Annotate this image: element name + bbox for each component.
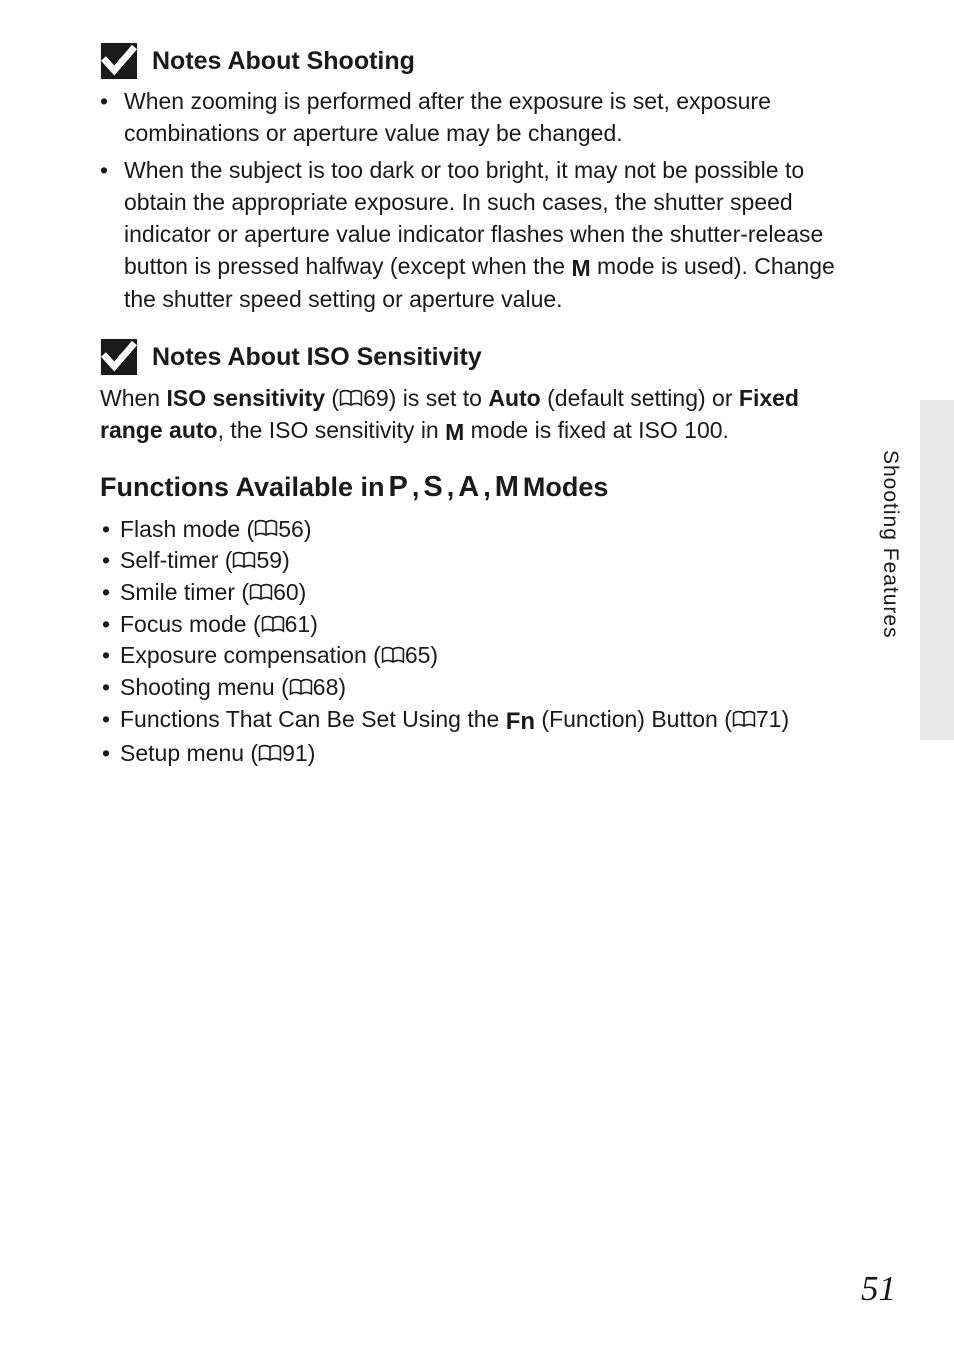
- functions-list: Flash mode (56)Self-timer (59)Smile time…: [100, 514, 840, 770]
- function-list-item: Setup menu (91): [120, 738, 840, 770]
- page-ref: 59: [256, 547, 282, 573]
- page-ref-icon: [261, 615, 285, 634]
- page-ref: 61: [285, 611, 311, 637]
- bullet-dot: •: [100, 155, 118, 316]
- function-list-item: Shooting menu (68): [120, 672, 840, 704]
- page-ref: 91: [282, 740, 308, 766]
- mode-m-icon: M: [495, 471, 519, 504]
- page-ref-icon: [289, 678, 313, 697]
- notes-iso-heading: Notes About ISO Sensitivity: [100, 338, 840, 376]
- page-ref: 56: [278, 516, 304, 542]
- comma: ,: [412, 472, 420, 503]
- mode-m-icon: M: [445, 419, 464, 445]
- function-list-item: Functions That Can Be Set Using the Fn (…: [120, 704, 840, 738]
- page-ref-icon: [258, 744, 282, 763]
- page-ref-icon: [339, 389, 363, 408]
- comma: ,: [447, 472, 455, 503]
- functions-heading-post: Modes: [523, 472, 609, 503]
- notes-iso-body: When ISO sensitivity (69) is set to Auto…: [100, 382, 840, 448]
- function-label: Setup menu: [120, 740, 244, 766]
- function-list-item: Focus mode (61): [120, 609, 840, 641]
- page-ref: 68: [313, 674, 339, 700]
- function-list-item: Flash mode (56): [120, 514, 840, 546]
- page-number: 51: [861, 1269, 896, 1309]
- function-label: Smile timer: [120, 579, 235, 605]
- page-ref-icon: [254, 519, 278, 538]
- page-ref: 71: [756, 706, 782, 732]
- function-label: Focus mode: [120, 611, 247, 637]
- page-ref: 69: [363, 385, 389, 411]
- notes-iso-title: Notes About ISO Sensitivity: [152, 343, 482, 372]
- comma: ,: [483, 472, 491, 503]
- page-ref-icon: [232, 551, 256, 570]
- function-label: Flash mode: [120, 516, 240, 542]
- mode-p-icon: P: [389, 471, 408, 504]
- notes-shooting-heading: Notes About Shooting: [100, 42, 840, 80]
- function-label: Exposure compensation: [120, 642, 367, 668]
- fn-icon: Fn: [506, 708, 535, 735]
- function-list-item: Self-timer (59): [120, 545, 840, 577]
- note-bullet: •When the subject is too dark or too bri…: [100, 155, 840, 316]
- page-ref: 60: [273, 579, 299, 605]
- content-column: Notes About Shooting •When zooming is pe…: [100, 42, 840, 770]
- mode-s-icon: S: [423, 471, 442, 504]
- iso-sensitivity-label: ISO sensitivity: [166, 385, 325, 411]
- page-ref-icon: [381, 646, 405, 665]
- caution-check-icon: [100, 338, 138, 376]
- function-label: Shooting menu: [120, 674, 275, 700]
- function-list-item: Smile timer (60): [120, 577, 840, 609]
- function-label: Self-timer: [120, 547, 218, 573]
- page-ref: 65: [405, 642, 431, 668]
- page: Notes About Shooting •When zooming is pe…: [0, 0, 954, 1345]
- mode-m-icon: M: [571, 255, 590, 281]
- mode-a-icon: A: [458, 471, 479, 504]
- auto-label: Auto: [488, 385, 540, 411]
- note-bullet-text: When zooming is performed after the expo…: [124, 86, 840, 149]
- functions-heading-pre: Functions Available in: [100, 472, 385, 503]
- page-ref-icon: [732, 710, 756, 729]
- note-bullet: •When zooming is performed after the exp…: [100, 86, 840, 149]
- side-tab-bar: [920, 400, 954, 740]
- section-tab-label: Shooting Features: [878, 450, 902, 639]
- notes-shooting-title: Notes About Shooting: [152, 47, 415, 76]
- caution-check-icon: [100, 42, 138, 80]
- function-list-item: Exposure compensation (65): [120, 640, 840, 672]
- note-bullet-text: When the subject is too dark or too brig…: [124, 155, 840, 316]
- bullet-dot: •: [100, 86, 118, 149]
- page-ref-icon: [249, 583, 273, 602]
- functions-heading: Functions Available in P, S, A, M Modes: [100, 471, 840, 504]
- notes-shooting-body: •When zooming is performed after the exp…: [100, 86, 840, 316]
- notes-iso-paragraph: When ISO sensitivity (69) is set to Auto…: [100, 382, 840, 448]
